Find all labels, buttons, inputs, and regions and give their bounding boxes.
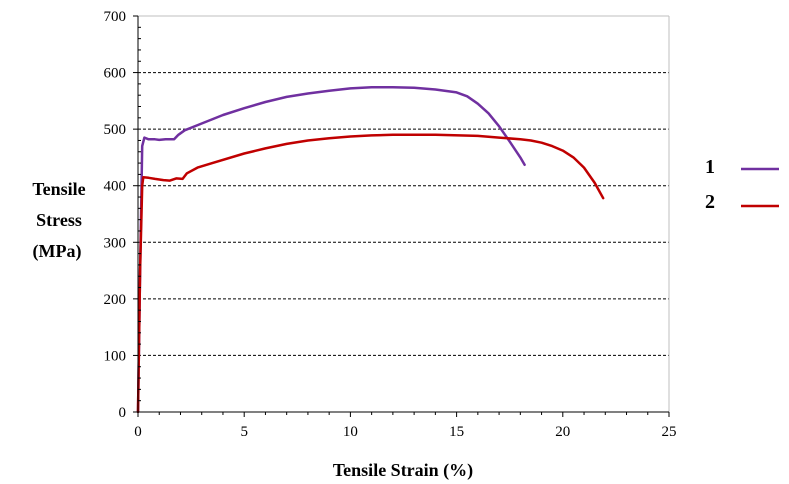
x-tick-label-5: 5	[240, 424, 248, 440]
axes	[133, 15, 670, 417]
gridlines	[138, 15, 670, 412]
y-tick-label-0: 0	[119, 405, 127, 421]
legend-label-1: 1	[705, 156, 715, 178]
y-axis-title: Tensile Stress (MPa)	[32, 179, 85, 262]
x-tick-label-10: 10	[343, 424, 358, 440]
x-tick-label-25: 25	[662, 424, 677, 440]
y-axis-title-line-1: Tensile	[32, 179, 85, 199]
x-tick-label-20: 20	[555, 424, 570, 440]
y-tick-label-600: 600	[104, 66, 127, 82]
y-tick-label-100: 100	[104, 348, 127, 364]
y-axis-title-line-2: Stress	[36, 210, 82, 230]
series-layer	[136, 86, 605, 414]
series-1-line	[136, 86, 526, 414]
y-tick-label-700: 700	[104, 9, 127, 25]
legend-label-2: 2	[705, 191, 715, 213]
x-tick-label-0: 0	[134, 424, 142, 440]
series-2-line	[136, 133, 605, 414]
x-tick-label-15: 15	[449, 424, 464, 440]
legend: 1 2	[705, 156, 779, 213]
y-axis-title-line-3: (MPa)	[33, 241, 82, 262]
y-tick-label-400: 400	[104, 179, 127, 195]
y-tick-label-200: 200	[104, 292, 127, 308]
y-tick-label-500: 500	[104, 122, 127, 138]
x-axis-title: Tensile Strain (%)	[333, 460, 473, 481]
y-tick-label-300: 300	[104, 235, 127, 251]
tick-labels: 0 100 200 300 400 500 600 700 0 5 10 15 20 25	[104, 9, 677, 440]
